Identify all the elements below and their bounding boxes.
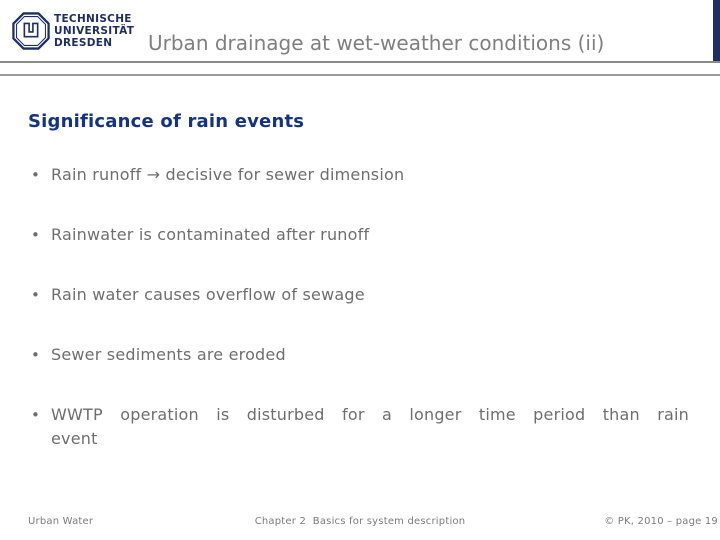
- bullet-text-line-2: event: [51, 429, 98, 448]
- logo-line-1: TECHNISCHE: [54, 13, 132, 25]
- section-heading: Significance of rain events: [28, 111, 305, 132]
- bullet-dot: •: [31, 226, 41, 244]
- bullet-list: • Rain runoff → decisive for sewer dimen…: [28, 163, 708, 487]
- bullet-text: Rain water causes overflow of sewage: [51, 285, 365, 304]
- bullet-text: Rain runoff → decisive for sewer dimensi…: [51, 165, 405, 184]
- bullet-text: Rainwater is contaminated after runoff: [51, 225, 370, 244]
- logo-line-3: DRESDEN: [54, 37, 113, 49]
- bullet-dot: •: [31, 346, 41, 364]
- bullet-item-1: • Rain runoff → decisive for sewer dimen…: [28, 163, 708, 187]
- bullet-text: Sewer sediments are eroded: [51, 345, 286, 364]
- footer-page-number: © PK, 2010 – page 19: [604, 516, 718, 527]
- bullet-item-5: • WWTP operation is disturbed for a long…: [28, 403, 708, 451]
- bullet-item-2: • Rainwater is contaminated after runoff: [28, 223, 708, 247]
- bullet-item-3: • Rain water causes overflow of sewage: [28, 283, 708, 307]
- footer-chapter-label: Chapter 2 Basics for system description: [254, 516, 466, 527]
- footer-course-name: Urban Water: [28, 516, 94, 527]
- tu-dresden-octagon-icon: [12, 12, 50, 50]
- slide-title: Urban drainage at wet-weather conditions…: [148, 31, 605, 55]
- logo-line-2: UNIVERSITÄT: [54, 25, 135, 37]
- bullet-text-line-1: WWTP operation is disturbed for a longer…: [51, 405, 689, 424]
- bullet-dot: •: [31, 166, 41, 184]
- header-rule-bottom: [0, 74, 720, 76]
- header-accent-bar: [713, 0, 720, 61]
- bullet-dot: •: [31, 406, 41, 424]
- bullet-text: WWTP operation is disturbed for a longer…: [51, 403, 689, 451]
- bullet-item-4: • Sewer sediments are eroded: [28, 343, 708, 367]
- tu-dresden-wordmark: TECHNISCHE UNIVERSITÄT DRESDEN: [54, 13, 134, 49]
- header-rule-top: [0, 61, 720, 63]
- bullet-dot: •: [31, 286, 41, 304]
